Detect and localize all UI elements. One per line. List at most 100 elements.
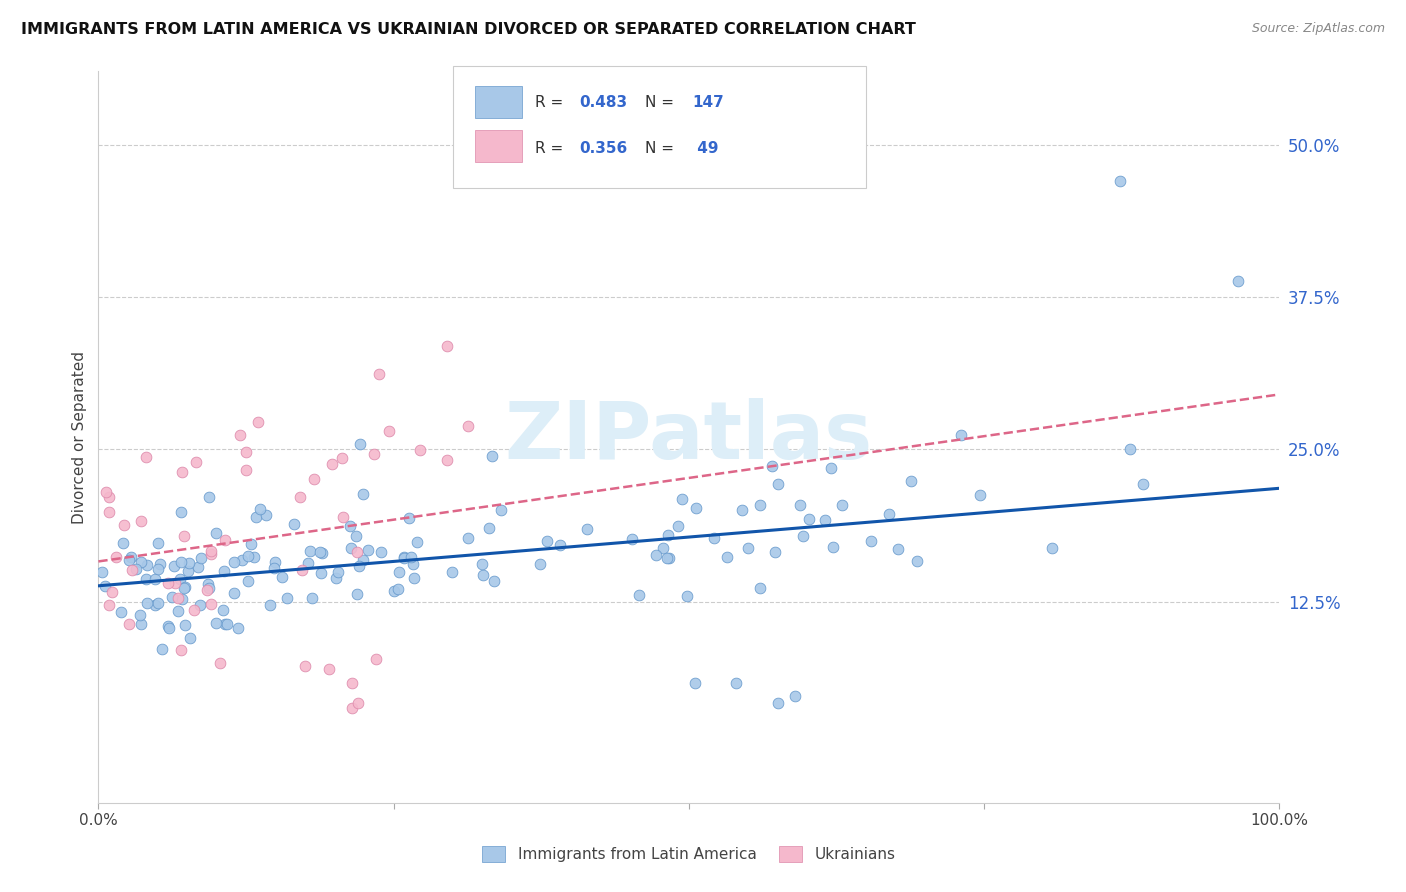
Point [301, 591, 323, 605]
Point [658, 551, 681, 566]
Point [236, 574, 259, 589]
Point [340, 541, 363, 555]
Point [368, 367, 391, 381]
Point [197, 577, 219, 591]
Point [283, 517, 305, 532]
FancyBboxPatch shape [475, 86, 523, 118]
Point [304, 472, 326, 486]
Point [349, 437, 371, 451]
Point [457, 531, 479, 545]
Point [112, 517, 135, 532]
Point [97, 598, 120, 612]
Point [143, 572, 166, 586]
Point [118, 617, 141, 632]
Point [1227, 274, 1250, 288]
Point [157, 621, 180, 635]
Y-axis label: Divorced or Separated: Divorced or Separated [72, 351, 87, 524]
Point [1132, 477, 1154, 491]
Point [263, 561, 285, 575]
Point [409, 442, 432, 457]
Text: ZIPatlas: ZIPatlas [505, 398, 873, 476]
Point [205, 525, 228, 540]
Point [174, 580, 197, 594]
Point [249, 502, 271, 516]
Point [212, 565, 235, 579]
Point [200, 543, 222, 558]
Point [399, 550, 422, 565]
Point [135, 572, 157, 586]
Point [214, 533, 236, 547]
Point [294, 659, 316, 673]
Point [378, 424, 401, 438]
Point [477, 520, 499, 534]
Point [198, 581, 221, 595]
Point [174, 618, 197, 632]
Point [342, 676, 364, 690]
Point [666, 519, 689, 533]
Point [129, 607, 152, 622]
Point [325, 571, 347, 585]
Point [90, 565, 112, 579]
Point [172, 466, 194, 480]
Point [344, 529, 367, 543]
Point [170, 505, 193, 519]
Point [392, 551, 415, 566]
Point [167, 591, 190, 605]
Point [683, 676, 706, 690]
Point [118, 553, 141, 567]
Point [489, 502, 512, 516]
Text: 147: 147 [693, 95, 724, 111]
Point [198, 490, 221, 504]
Point [98, 505, 121, 519]
Point [146, 536, 169, 550]
Point [228, 621, 250, 635]
Point [205, 616, 228, 631]
Point [651, 541, 673, 556]
Point [730, 503, 752, 517]
Point [259, 599, 281, 613]
Point [332, 451, 354, 466]
Point [766, 696, 789, 710]
Point [905, 553, 928, 567]
Point [136, 558, 159, 572]
Point [170, 643, 193, 657]
Point [170, 555, 193, 569]
Point [877, 508, 900, 522]
Point [195, 582, 218, 597]
Point [135, 596, 157, 610]
Point [120, 550, 142, 565]
Point [211, 602, 233, 616]
Point [404, 571, 426, 585]
Point [200, 547, 222, 561]
Point [326, 565, 349, 579]
Point [342, 700, 364, 714]
Point [676, 590, 699, 604]
Point [146, 562, 169, 576]
Point [457, 419, 479, 434]
Point [436, 338, 458, 352]
Point [349, 559, 371, 574]
Point [177, 564, 200, 578]
Point [110, 605, 132, 619]
Point [184, 455, 207, 469]
Point [245, 510, 267, 524]
Point [149, 557, 172, 571]
FancyBboxPatch shape [453, 65, 866, 188]
Point [887, 542, 910, 557]
Point [188, 598, 211, 612]
Point [620, 533, 643, 547]
Point [402, 558, 425, 572]
Point [761, 459, 783, 474]
Point [820, 460, 842, 475]
Point [821, 541, 844, 555]
Point [471, 568, 494, 582]
Point [236, 549, 259, 563]
Point [346, 587, 368, 601]
Point [190, 551, 212, 566]
Text: 49: 49 [693, 141, 718, 156]
Point [859, 533, 882, 548]
Point [121, 563, 143, 577]
Point [655, 550, 678, 565]
Point [797, 511, 820, 525]
Point [131, 616, 153, 631]
